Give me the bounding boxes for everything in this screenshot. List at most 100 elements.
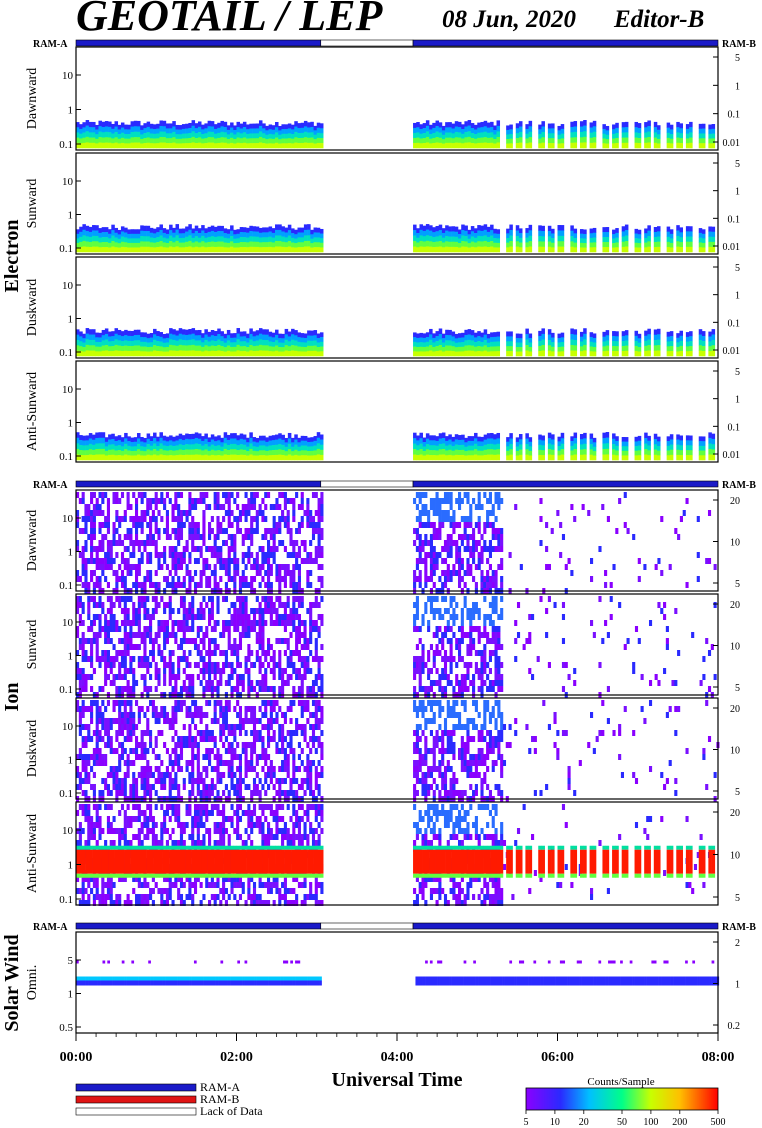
ion-count-cell <box>275 498 279 504</box>
spectrum-cell <box>573 438 578 444</box>
ion-count-cell <box>238 516 243 522</box>
spectrum-cell <box>194 454 199 461</box>
ion-count-cell <box>95 582 99 588</box>
spectrum-cell <box>201 351 205 357</box>
spectrum-cell <box>101 237 106 243</box>
ion-count-cell <box>236 626 240 632</box>
right-tick-label: 0.01 <box>723 346 741 357</box>
spectrum-cell <box>156 436 160 442</box>
ion-count-cell <box>149 582 153 588</box>
spectrum-cell <box>493 434 497 440</box>
spectrum-cell <box>470 236 475 242</box>
ion-count-cell <box>286 620 290 626</box>
spectrum-cell <box>506 143 510 149</box>
spectrum-cell <box>275 142 279 149</box>
spectrum-cell <box>303 337 308 343</box>
spectrum-cell <box>547 339 552 346</box>
spectrum-cell <box>425 224 430 230</box>
spectrum-cell <box>294 439 298 445</box>
spectrum-cell <box>223 347 228 352</box>
spectrum-cell <box>528 347 533 352</box>
ion-count-cell <box>320 516 324 522</box>
spectrum-cell <box>297 437 301 443</box>
spectrum-cell <box>169 241 173 247</box>
ion-count-cell <box>174 570 178 576</box>
spectrum-cell <box>579 121 584 127</box>
ion-count-cell <box>261 644 265 650</box>
spectrum-cell <box>162 351 167 357</box>
ion-count-cell <box>208 644 212 650</box>
spectrum-cell <box>509 336 513 342</box>
ion-count-cell <box>449 570 453 576</box>
ion-count-cell <box>477 558 481 564</box>
ion-count-cell <box>205 582 209 588</box>
ion-count-cell <box>250 498 254 504</box>
ion-count-cell <box>244 602 248 608</box>
spectrum-cell <box>265 441 269 447</box>
spectrum-cell <box>413 142 417 149</box>
spectrum-cell <box>621 351 626 357</box>
ion-count-cell <box>252 528 257 534</box>
spectrum-cell <box>708 246 712 253</box>
spectrum-cell <box>496 443 501 450</box>
spectrum-cell <box>262 450 266 456</box>
spectrum-cell <box>88 121 93 128</box>
ion-count-cell <box>278 650 282 656</box>
ion-count-cell <box>104 638 108 644</box>
spectrum-cell <box>605 125 610 131</box>
spectrum-cell <box>432 237 436 243</box>
spectrum-cell <box>85 231 90 237</box>
spectrum-cell <box>518 342 523 348</box>
ion-count-cell <box>247 620 251 626</box>
ion-count-cell <box>81 516 85 522</box>
spectrum-cell <box>156 227 160 233</box>
spectrum-cell <box>605 448 610 455</box>
spectrum-cell <box>88 438 93 445</box>
spectrum-cell <box>249 432 253 439</box>
ion-count-cell <box>306 504 310 510</box>
spectrum-cell <box>316 127 321 134</box>
ion-count-cell <box>227 558 231 564</box>
spectrum-cell <box>169 128 173 134</box>
spectrum-cell <box>278 333 282 339</box>
spectrum-cell <box>268 435 273 441</box>
spectrum-cell <box>666 341 671 347</box>
spectrum-cell <box>480 446 484 452</box>
ion-count-cell <box>283 680 287 686</box>
ion-count-cell <box>252 626 257 632</box>
spectrum-cell <box>114 242 119 248</box>
spectrum-cell <box>194 138 199 144</box>
spectrum-cell <box>490 443 494 450</box>
spectrum-cell <box>220 346 224 352</box>
spectrum-cell <box>197 350 202 357</box>
spectrum-cell <box>159 246 163 253</box>
ion-count-cell <box>98 602 102 608</box>
ram-bar-segment <box>320 39 414 47</box>
spectrum-cell <box>589 438 594 445</box>
ion-count-cell <box>421 510 425 516</box>
spectrum-cell <box>268 124 273 130</box>
ion-count-cell <box>295 674 299 680</box>
ion-count-cell <box>241 534 245 540</box>
spectrum-cell <box>653 121 658 128</box>
ion-count-cell <box>306 662 310 668</box>
spectrum-cell <box>201 124 205 130</box>
ion-count-cell <box>438 534 442 540</box>
spectrum-cell <box>669 341 674 347</box>
spectrum-cell <box>634 121 639 128</box>
spectrum-cell <box>579 126 584 133</box>
spectrum-cell <box>191 439 196 445</box>
ion-count-cell <box>547 564 551 570</box>
ion-count-cell <box>463 516 467 522</box>
spectrum-cell <box>194 123 199 129</box>
ion-count-cell <box>286 498 290 504</box>
ion-count-cell <box>252 620 257 626</box>
ion-count-cell <box>626 528 630 534</box>
spectrum-cell <box>419 138 423 144</box>
ion-count-cell <box>250 516 254 522</box>
ion-count-cell <box>154 608 158 614</box>
spectrum-cell <box>441 237 446 243</box>
spectrum-cell <box>124 443 128 450</box>
spectrum-cell <box>191 136 196 143</box>
spectrum-cell <box>579 351 584 357</box>
